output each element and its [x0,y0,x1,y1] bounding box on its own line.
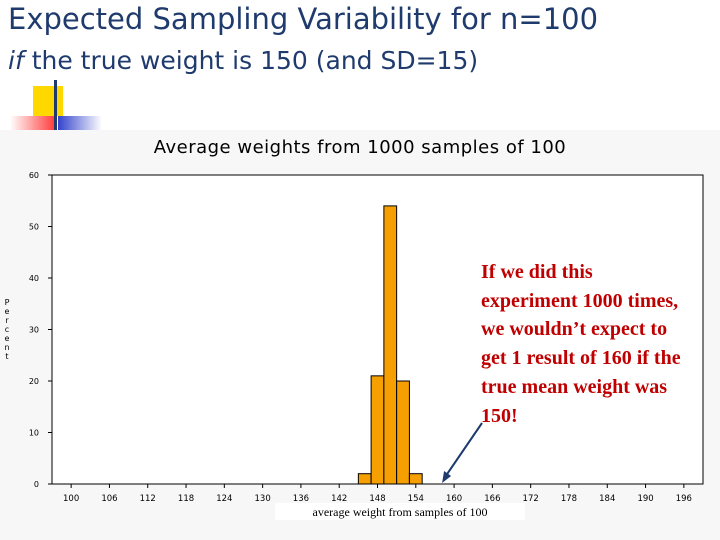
y-tick-label: 60 [29,171,39,180]
histogram-bar [383,205,398,485]
y-tick-label: 10 [29,429,39,438]
slide-title: Expected Sampling Variability for n=100 [8,2,599,36]
x-tick-label: 184 [599,494,615,504]
x-tick-label: 124 [216,494,232,504]
x-tick-label: 130 [255,494,271,504]
x-axis-label: average weight from samples of 100 [312,505,488,519]
y-tick-label: 0 [34,480,39,489]
y-tick-label: 20 [29,377,39,386]
x-tick-label: 142 [331,494,347,504]
x-tick-label: 118 [178,494,194,504]
x-tick-label: 148 [369,494,385,504]
x-tick-label: 136 [293,494,309,504]
template-red-bar [10,116,54,130]
template-blue-bar [58,116,102,130]
x-tick-label: 154 [408,494,424,504]
histogram-bar [396,380,410,485]
template-vertical-line [54,80,57,132]
ticks-group: 0 10 20 30 40 50 60 100 106 112 118 124 130 136 142 148… [29,171,692,504]
x-tick-label: 106 [101,494,117,504]
template-yellow-square [33,86,63,116]
x-tick-label: 178 [561,494,577,504]
annotation-arrow-group [442,422,483,483]
subtitle-italic: if [8,46,24,75]
annotation-arrow-line [444,422,483,478]
x-tick-label: 196 [676,494,692,504]
x-tick-label: 166 [484,494,500,504]
x-tick-label: 112 [140,494,156,504]
annotation-text: If we did this experiment 1000 times, we… [481,261,681,427]
slide-subtitle: if the true weight is 150 (and SD=15) [8,46,478,75]
x-tick-label: 190 [637,494,653,504]
bars-group [357,205,423,485]
annotation-arrow-head [442,471,452,483]
chart-title: Average weights from 1000 samples of 100 [153,137,567,158]
histogram-bar [370,375,385,485]
subtitle-rest: the true weight is 150 (and SD=15) [23,46,479,75]
x-tick-label: 100 [63,494,79,504]
y-tick-label: 40 [29,274,39,283]
y-tick-label: 50 [29,223,39,232]
y-tick-label: 30 [29,326,39,335]
histogram-bar [408,473,423,485]
histogram-bar [357,473,372,485]
x-tick-label: 172 [523,494,539,504]
x-tick-label: 160 [446,494,462,504]
x-axis-label-background [275,503,525,520]
